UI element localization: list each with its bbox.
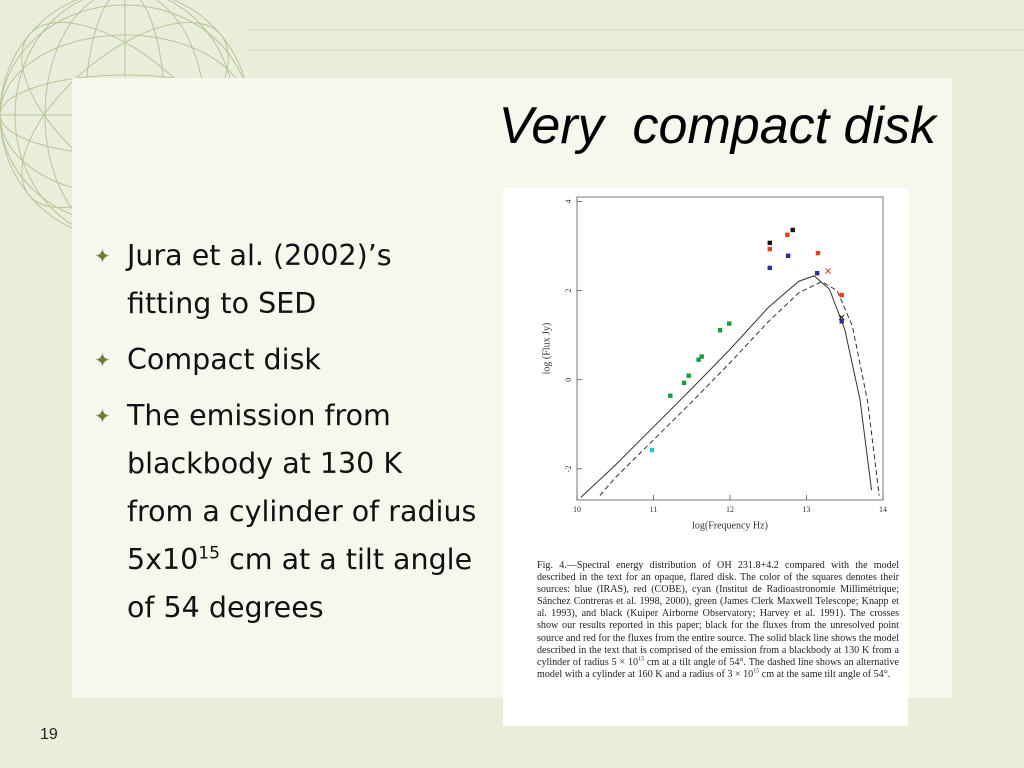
x-tick-label: 10 <box>573 505 581 514</box>
data-point <box>815 270 820 276</box>
data-point <box>681 380 687 386</box>
slide-title: Very compact disk <box>498 97 936 155</box>
caption-text: Fig. 4.—Spectral energy distribution of … <box>537 560 899 668</box>
bullet-glyph: ✦ <box>94 244 111 268</box>
bullet-text: Jura et al. (2002)’s fitting to SED <box>127 239 392 320</box>
data-point <box>649 447 655 453</box>
data-point <box>785 253 791 259</box>
bullet: ✦ Compact disk <box>92 336 477 384</box>
data-point <box>699 354 704 359</box>
page-number: 19 <box>40 726 58 743</box>
superscript: 15 <box>198 543 221 564</box>
bullet-text: Compact disk <box>127 343 321 376</box>
data-point <box>790 227 795 233</box>
y-tick-label: 0 <box>564 378 573 382</box>
figure: 10 11 12 13 14 -2 0 2 4 log(Frequency Hz) log (Flu… <box>503 188 908 726</box>
y-tick-label: 4 <box>564 199 573 203</box>
chart: 10 11 12 13 14 -2 0 2 4 log(Frequency Hz) log (Flu… <box>541 196 887 531</box>
y-tick-label: -2 <box>564 465 573 472</box>
y-tick-label: 2 <box>564 289 573 293</box>
data-point <box>839 292 844 298</box>
bullet-text: The emission from blackbody at 130 K fro… <box>127 399 477 576</box>
data-cross <box>838 314 845 321</box>
data-point <box>696 357 701 362</box>
data-point <box>727 321 732 326</box>
data-point <box>668 393 673 398</box>
figure-caption: Fig. 4.—Spectral energy distribution of … <box>537 560 899 681</box>
data-point <box>839 319 844 324</box>
data-point <box>815 250 821 256</box>
y-axis-label: log (Flux Jy) <box>541 323 552 375</box>
superscript: 15 <box>638 656 645 663</box>
caption-text: cm at the same tilt angle of 54°. <box>759 668 891 680</box>
data-point <box>686 373 691 378</box>
caption-text: cm at a tilt angle of 54°. The dashed li… <box>537 656 899 680</box>
bullet-list: ✦ Jura et al. (2002)’s fitting to SED ✦ Co… <box>92 232 477 640</box>
x-tick-label: 13 <box>803 505 811 514</box>
superscript: 15 <box>753 668 760 675</box>
x-tick-label: 14 <box>879 505 887 514</box>
data-point <box>767 265 772 271</box>
x-tick-label: 11 <box>650 505 658 514</box>
model-curve <box>580 275 873 498</box>
bullet: ✦ Jura et al. (2002)’s fitting to SED <box>92 232 477 328</box>
data-point <box>785 232 790 238</box>
background-lines <box>250 29 1024 51</box>
data-point <box>767 240 772 246</box>
data-point <box>767 246 772 252</box>
bullet-glyph: ✦ <box>94 404 111 428</box>
plot-frame <box>576 196 884 501</box>
x-tick-label: 12 <box>726 505 734 514</box>
bullet-text: cm at a tilt angle of 54 degrees <box>127 543 473 624</box>
model-curve <box>599 281 880 496</box>
bullet-glyph: ✦ <box>94 348 111 372</box>
bullet: ✦ The emission from blackbody at 130 K fr… <box>92 392 477 632</box>
data-point <box>717 328 723 333</box>
data-cross <box>825 268 831 274</box>
x-axis-label: log(Frequency Hz) <box>692 520 768 531</box>
